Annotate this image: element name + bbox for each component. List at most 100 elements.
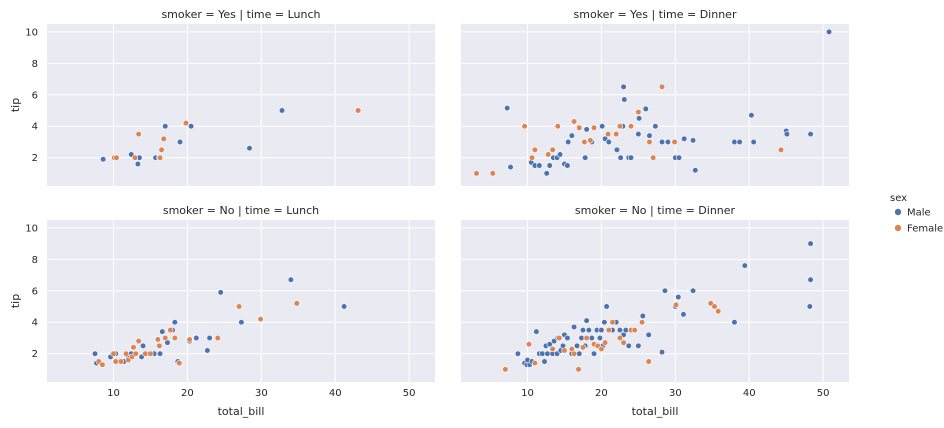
data-point [135, 338, 142, 345]
y-tick-label: 2 [32, 349, 38, 360]
data-point [576, 350, 583, 357]
data-point [579, 326, 587, 334]
data-point [736, 138, 743, 146]
data-point [142, 350, 149, 357]
data-point [689, 287, 697, 294]
data-point [675, 293, 682, 301]
data-point [620, 83, 627, 91]
data-point [588, 334, 595, 342]
data-point [642, 105, 649, 113]
data-point [605, 138, 612, 146]
data-point [139, 342, 147, 349]
data-point [565, 138, 572, 146]
data-point [650, 154, 657, 161]
y-tick-label: 10 [25, 27, 38, 38]
data-point [681, 135, 688, 142]
data-point [627, 123, 635, 130]
y-tick-label: 8 [32, 255, 38, 266]
y-axis-label: tip [9, 294, 22, 308]
facet-panel: smoker = Yes | time = Lunch 2 4 6 8 10 tip [9, 8, 435, 186]
data-point [585, 326, 592, 334]
data-point [531, 146, 539, 153]
data-point [625, 342, 632, 349]
data-point [278, 107, 286, 114]
data-point [154, 336, 161, 343]
data-point [645, 331, 652, 338]
data-point [528, 154, 536, 161]
data-point [639, 312, 646, 320]
data-point [601, 319, 608, 326]
data-point [617, 154, 624, 161]
data-point [646, 138, 653, 146]
data-point [581, 138, 588, 146]
data-point [246, 145, 253, 152]
data-point [130, 344, 137, 351]
data-point [158, 146, 165, 153]
data-point [473, 170, 480, 177]
data-point [645, 358, 652, 365]
y-tick-label: 10 [25, 223, 38, 234]
legend: sex Male Female [890, 193, 943, 235]
data-point [546, 341, 553, 348]
data-point [599, 123, 606, 130]
data-point [186, 336, 193, 343]
data-point [631, 326, 638, 334]
data-point [605, 326, 612, 334]
data-point [564, 334, 571, 342]
data-point [162, 123, 169, 130]
data-point [117, 358, 125, 365]
y-tick-label: 8 [32, 59, 38, 70]
legend-marker [894, 208, 902, 216]
data-point [692, 167, 699, 174]
data-point [546, 162, 553, 169]
data-point [257, 315, 264, 323]
x-tick-label: 10 [107, 388, 120, 399]
data-point [627, 154, 635, 161]
series-female [111, 107, 362, 161]
data-point [238, 319, 245, 326]
data-point [664, 138, 672, 146]
data-point [134, 160, 142, 168]
data-point [635, 130, 642, 138]
data-point [176, 360, 183, 367]
data-point [652, 123, 659, 130]
data-point [620, 339, 627, 346]
data-point [556, 334, 563, 342]
facet-title: smoker = No | time = Lunch [163, 204, 319, 217]
data-point [204, 347, 211, 354]
legend-entries: Male Female [894, 208, 943, 235]
data-point [598, 326, 605, 334]
data-point [539, 350, 546, 357]
x-tick-label: 30 [255, 388, 268, 399]
facet-panel: smoker = No | time = Lunch 2 4 6 8 10 tip 10 20 3… [9, 204, 435, 418]
data-point [188, 123, 195, 130]
data-point [504, 105, 511, 112]
data-point [112, 358, 119, 365]
data-point [587, 137, 594, 144]
data-point [171, 319, 178, 326]
data-point [646, 132, 653, 139]
data-point [583, 334, 590, 342]
data-point [602, 339, 609, 346]
data-point [545, 151, 552, 158]
data-point [541, 358, 548, 365]
data-point [135, 130, 142, 138]
data-point [182, 119, 190, 127]
data-point [570, 350, 578, 357]
x-tick-label: 20 [595, 388, 608, 399]
data-point [671, 138, 678, 146]
data-point [549, 146, 556, 153]
facet-grid: smoker = Yes | time = Lunch246810tipsmok… [9, 8, 849, 418]
data-point [160, 135, 167, 142]
data-point [100, 156, 107, 163]
facet-title: smoker = Yes | time = Lunch [161, 8, 320, 21]
y-axis-label: tip [9, 98, 22, 112]
facet-panel: smoker = No | time = Dinner 10 20 30 40 50 tot… [461, 204, 849, 418]
data-point [293, 300, 300, 307]
data-point [807, 240, 814, 247]
data-point [167, 326, 174, 334]
data-point [622, 326, 629, 334]
data-point [604, 130, 612, 138]
data-point [549, 345, 556, 353]
data-point [661, 287, 669, 294]
